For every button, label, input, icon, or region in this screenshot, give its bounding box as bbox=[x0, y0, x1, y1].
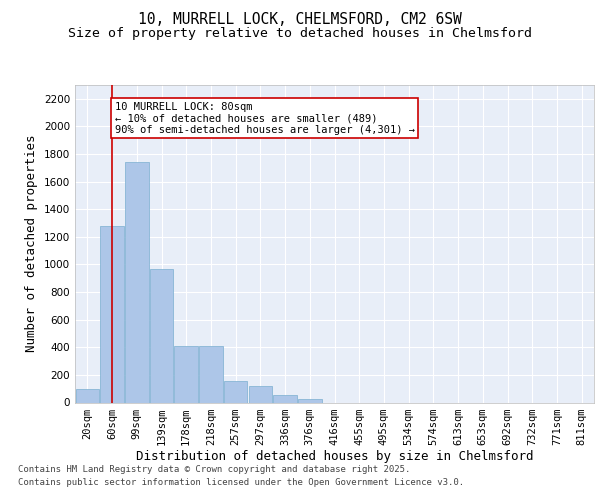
Bar bbox=[199, 346, 223, 403]
Text: 10 MURRELL LOCK: 80sqm
← 10% of detached houses are smaller (489)
90% of semi-de: 10 MURRELL LOCK: 80sqm ← 10% of detached… bbox=[115, 102, 415, 135]
Bar bbox=[298, 399, 322, 402]
Text: Size of property relative to detached houses in Chelmsford: Size of property relative to detached ho… bbox=[68, 28, 532, 40]
X-axis label: Distribution of detached houses by size in Chelmsford: Distribution of detached houses by size … bbox=[136, 450, 533, 464]
Bar bbox=[125, 162, 149, 402]
Y-axis label: Number of detached properties: Number of detached properties bbox=[25, 135, 38, 352]
Bar bbox=[100, 226, 124, 402]
Text: Contains public sector information licensed under the Open Government Licence v3: Contains public sector information licen… bbox=[18, 478, 464, 487]
Text: 10, MURRELL LOCK, CHELMSFORD, CM2 6SW: 10, MURRELL LOCK, CHELMSFORD, CM2 6SW bbox=[138, 12, 462, 28]
Bar bbox=[175, 346, 198, 403]
Bar bbox=[248, 386, 272, 402]
Text: Contains HM Land Registry data © Crown copyright and database right 2025.: Contains HM Land Registry data © Crown c… bbox=[18, 466, 410, 474]
Bar bbox=[76, 388, 99, 402]
Bar bbox=[274, 395, 297, 402]
Bar bbox=[150, 268, 173, 402]
Bar bbox=[224, 381, 247, 402]
